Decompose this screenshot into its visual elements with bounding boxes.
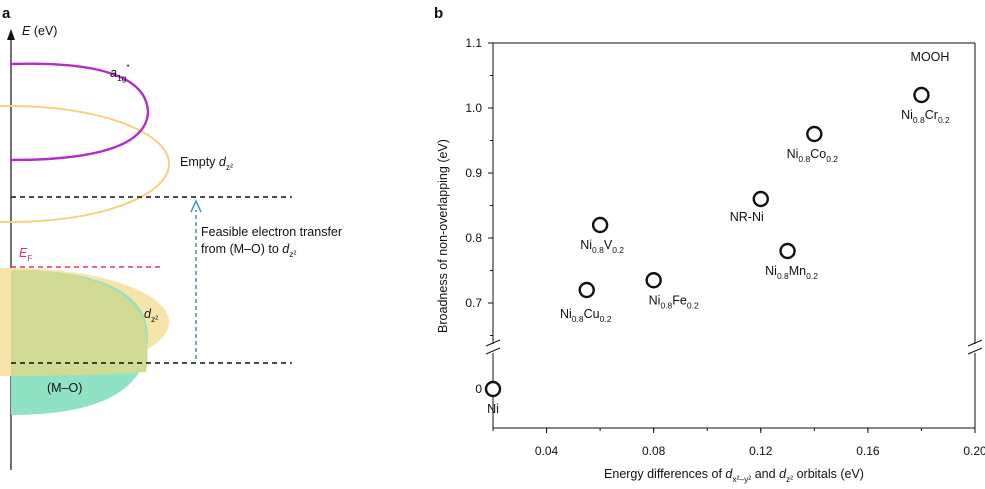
y-tick-label: 0.8 [465, 231, 482, 245]
y-axis-break-left [485, 339, 501, 355]
x-tick-label: 0.04 [535, 444, 559, 458]
y-tick-label-zero: 0 [475, 382, 482, 396]
x-tick-label: 0.08 [642, 444, 666, 458]
point-labels: Ni Ni0.8Cu0.2 Ni0.8V0.2 Ni0.8Fe0.2 NR-Ni Ni0.… [487, 108, 950, 416]
fermi-level-label: EF [19, 246, 33, 263]
x-axis-label: Energy differences of dx²–y² and dz² orb… [604, 467, 864, 484]
orbital-energy-diagram: a E (eV) a1g* Empty dz² EF dz² (M–O) Fea… [0, 5, 342, 470]
y-ticks: 0.7 0.8 0.9 1.0 1.1 0 [465, 36, 493, 396]
data-point [752, 190, 769, 208]
data-point [591, 216, 609, 234]
transfer-label-line2: from (M–O) to dz² [201, 242, 296, 259]
data-point-label: Ni0.8Cu0.2 [560, 307, 612, 324]
energy-axis-label: E (eV) [22, 24, 57, 38]
mooh-annotation: MOOH [911, 50, 950, 64]
panel-a-letter: a [2, 5, 11, 22]
m-o-label: (M–O) [47, 381, 82, 395]
data-point-label: Ni0.8Co0.2 [787, 147, 839, 164]
energy-axis-arrowhead [7, 29, 15, 40]
y-tick-label: 1.0 [465, 101, 482, 115]
x-tick-label: 0.20 [963, 444, 985, 458]
data-point-label: Ni0.8Mn0.2 [765, 264, 818, 281]
data-point [578, 281, 595, 299]
y-axis-label: Broadness of non-overlapping (eV) [436, 139, 450, 333]
transfer-label-line1: Feasible electron transfer [201, 225, 342, 239]
data-point [913, 86, 930, 104]
data-point-label: Ni0.8Cr0.2 [901, 108, 950, 125]
data-point [645, 272, 662, 289]
data-point-label: Ni [487, 402, 499, 416]
transfer-arrowhead [190, 199, 202, 213]
data-point [779, 242, 796, 260]
data-point-label: NR-Ni [730, 210, 764, 224]
x-ticks: 0.04 0.08 0.12 0.16 0.20 [492, 428, 985, 458]
overlap-region [11, 270, 148, 376]
filled-dz2-label: dz² [144, 307, 158, 324]
empty-dz2-orbital [0, 105, 170, 223]
y-tick-label: 0.7 [465, 296, 482, 310]
a1g-label: a1g* [110, 62, 130, 83]
data-point [484, 380, 502, 398]
data-point-label: Ni0.8Fe0.2 [649, 293, 699, 310]
panel-b-letter: b [434, 5, 443, 22]
empty-dz2-label: Empty dz² [180, 155, 233, 172]
data-point-label: Ni0.8V0.2 [580, 238, 624, 255]
data-points [484, 86, 930, 398]
x-tick-label: 0.12 [749, 444, 773, 458]
y-axis-break-right [967, 339, 983, 355]
y-tick-label: 0.9 [465, 166, 482, 180]
scatter-chart: b MOOH Broadness of non-overlapping (eV)… [434, 5, 985, 484]
y-tick-label: 1.1 [465, 36, 482, 50]
x-tick-label: 0.16 [856, 444, 880, 458]
a1g-orbital [10, 62, 150, 162]
data-point [806, 125, 823, 143]
